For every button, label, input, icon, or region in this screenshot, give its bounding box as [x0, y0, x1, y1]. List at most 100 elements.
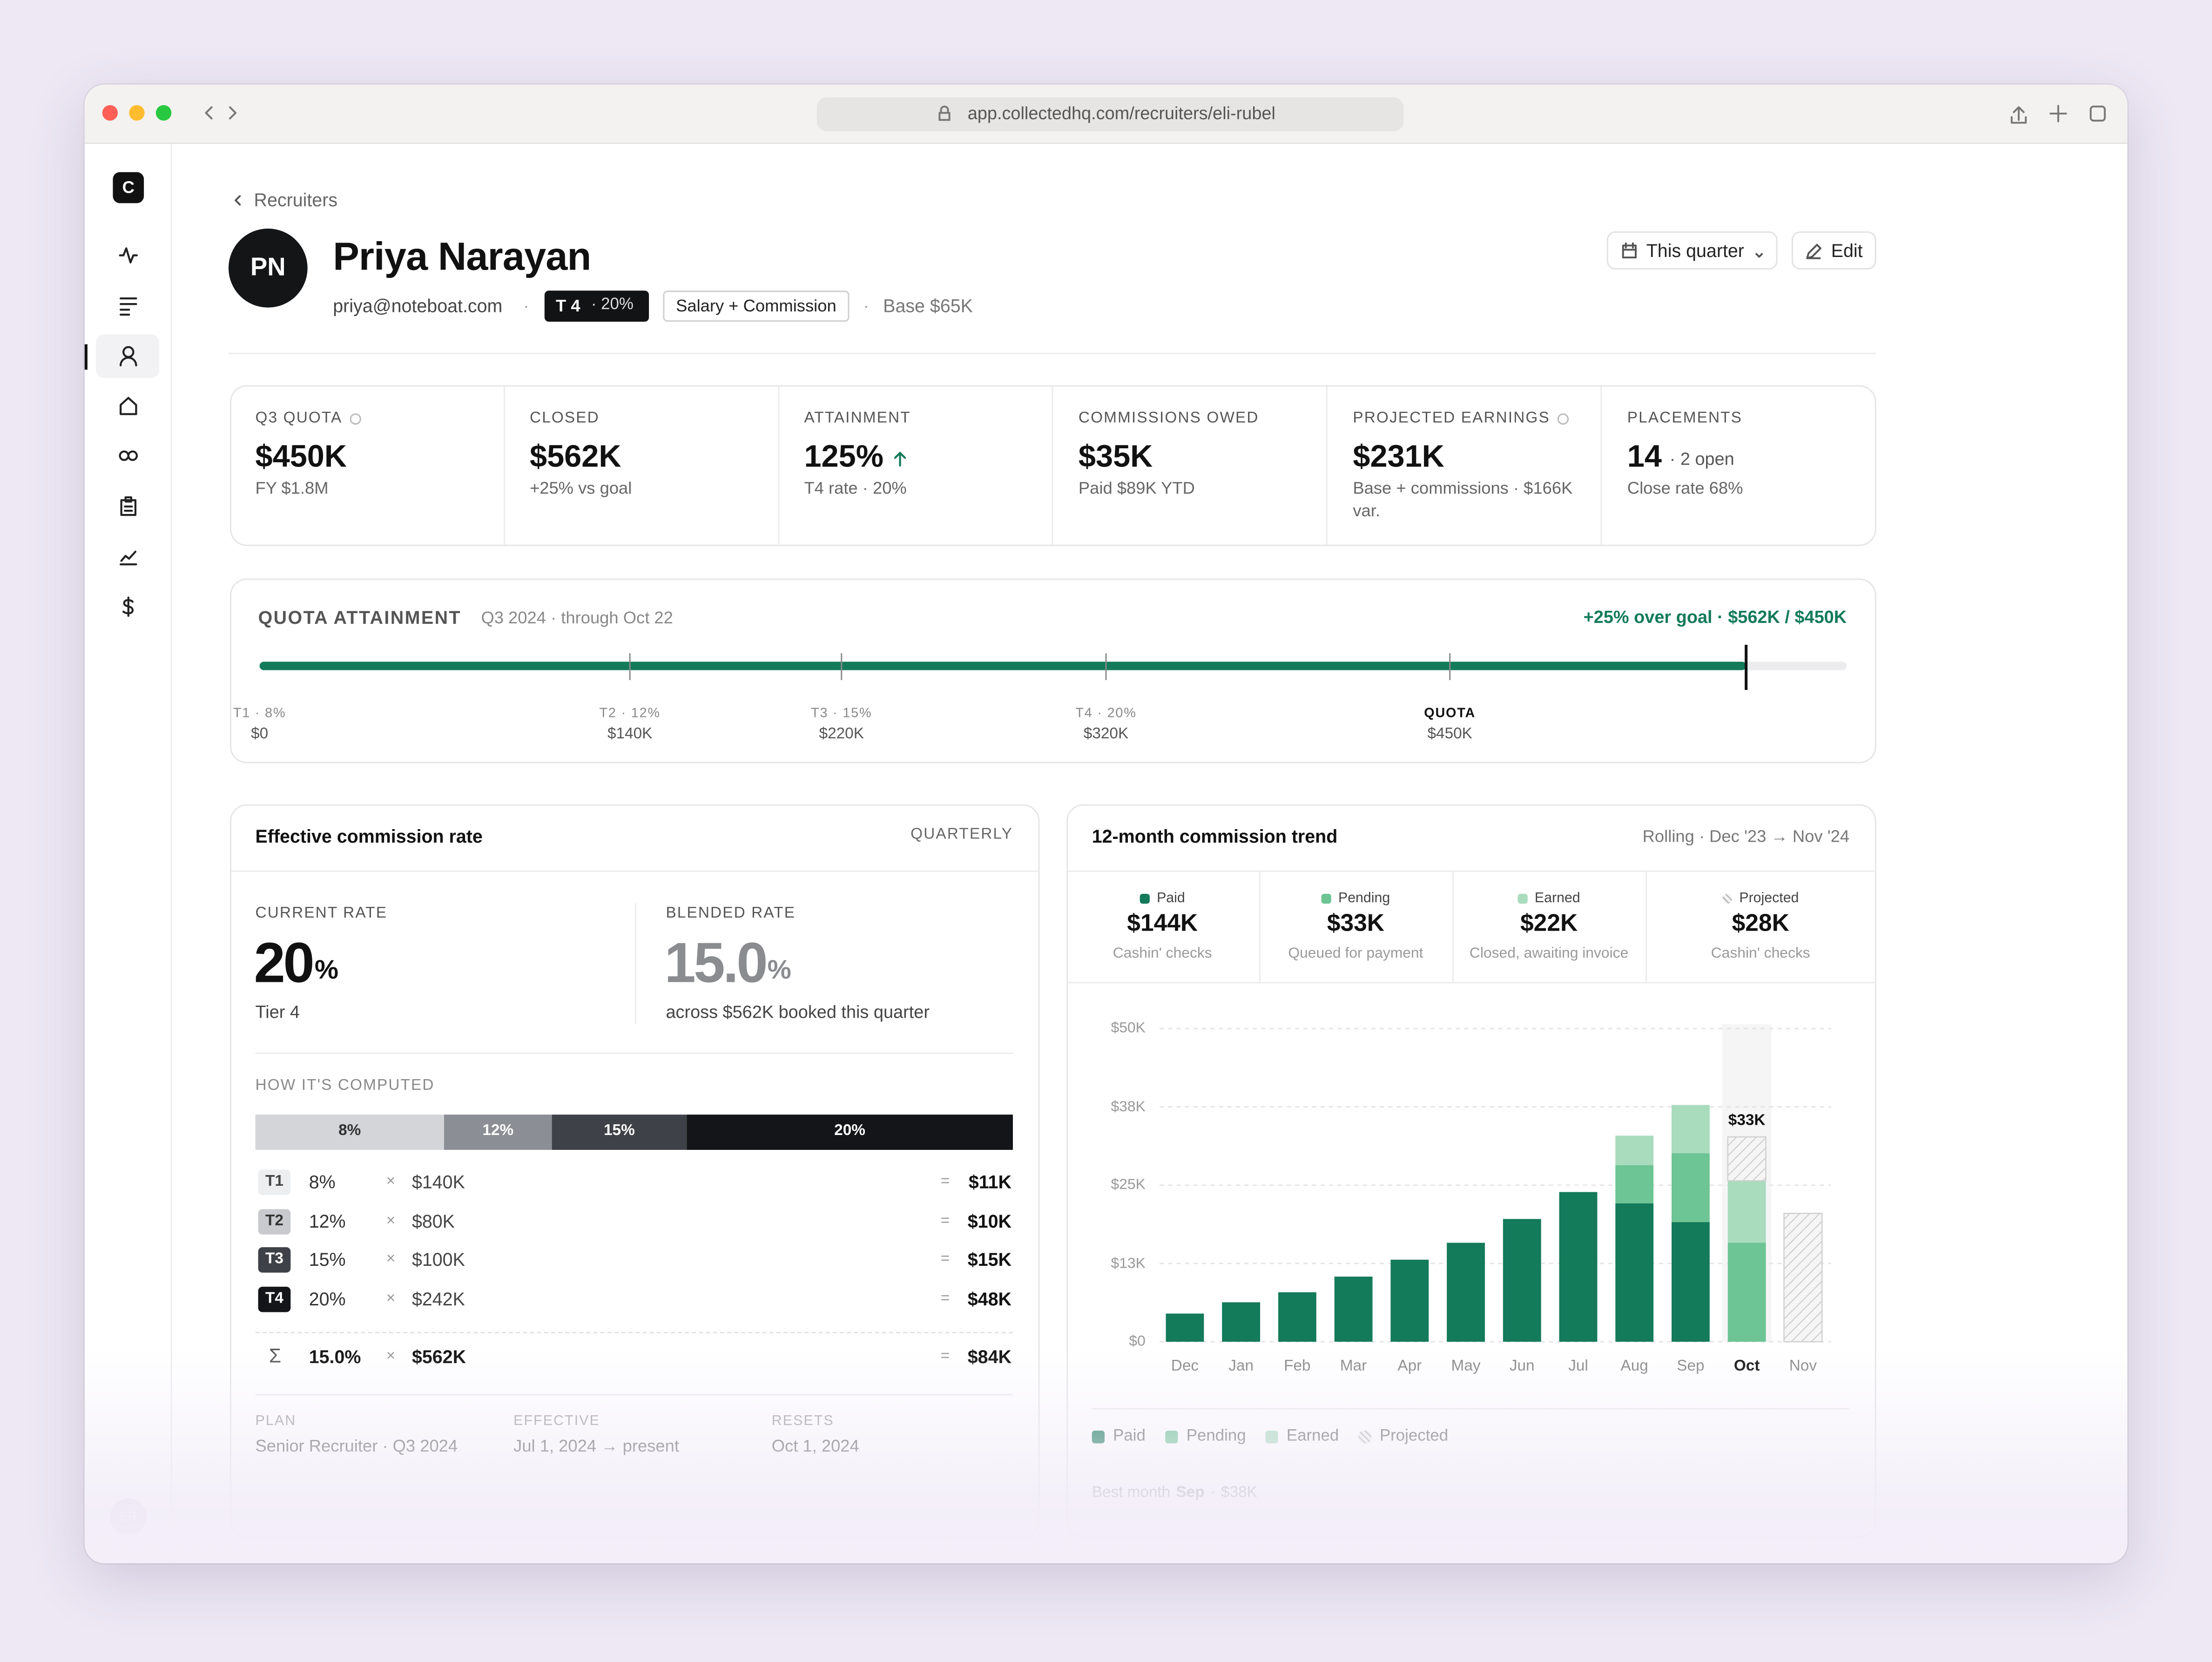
card-period: QUARTERLY	[910, 826, 1013, 843]
section-label: HOW IT'S COMPUTED	[255, 1077, 435, 1094]
bar-segment	[1559, 1192, 1598, 1342]
kpi-value: 14	[1627, 438, 1662, 474]
email: priya@noteboat.com	[333, 295, 503, 317]
bar-segment	[1334, 1277, 1373, 1342]
back[interactable]	[205, 106, 213, 120]
y-tick-label: $13K	[1111, 1254, 1146, 1272]
tabs[interactable]	[2090, 105, 2106, 122]
tier-badge	[544, 291, 649, 322]
chart-annotation: +25% over goal · $562K / $450K	[1583, 607, 1847, 628]
tier-badge	[258, 1209, 291, 1234]
trend-arrow	[894, 451, 906, 467]
zoom[interactable]	[155, 105, 172, 121]
tier: T 4	[556, 296, 580, 316]
profile-name: Priya Narayan	[333, 234, 591, 278]
tier-name: T1 · 8%	[233, 706, 286, 722]
new-tab[interactable]	[2050, 105, 2067, 122]
operator: ×	[386, 1251, 396, 1268]
chart-title: QUOTA ATTAINMENT	[258, 607, 461, 628]
label: Earned	[1534, 891, 1580, 907]
rate-label: CURRENT RATE	[255, 905, 388, 922]
label: Pending	[1338, 891, 1390, 907]
operator: =	[940, 1212, 950, 1229]
tier-amount: $80K	[411, 1210, 455, 1232]
bar-segment	[1727, 1181, 1766, 1243]
base-salary: Base $65K	[883, 295, 973, 317]
swatch	[1722, 893, 1733, 904]
logo-text: C	[122, 177, 135, 197]
progress-fill	[259, 662, 1747, 670]
separator: ·	[863, 296, 869, 316]
divider	[231, 870, 1039, 872]
nav-payouts[interactable]	[122, 596, 134, 617]
sidebar-icons	[119, 247, 138, 617]
kpi-sub: T4 rate · 20%	[804, 478, 907, 498]
url-bar[interactable]	[816, 97, 1404, 131]
summary-sub: Cashin' checks	[1711, 945, 1810, 962]
tier-commission: $10K	[967, 1210, 1012, 1232]
bar-annotation: $33K	[1728, 1112, 1766, 1129]
tier-rate: 15%	[309, 1249, 346, 1271]
bar-segment	[1727, 1243, 1766, 1342]
chart-subtitle: Q3 2024 · through Oct 22	[481, 608, 673, 628]
edit-label[interactable]: Edit	[1831, 240, 1863, 262]
divider	[634, 903, 636, 1025]
nav-people[interactable]	[119, 346, 137, 367]
tier-rate: 20%	[309, 1288, 346, 1310]
edit-button[interactable]	[1791, 231, 1876, 270]
close[interactable]	[102, 105, 118, 121]
nav-reports[interactable]	[119, 550, 137, 566]
nav-clipboard[interactable]	[120, 496, 137, 516]
kpi-sub: Base + commissions · $166K var.	[1353, 478, 1573, 521]
tier-name: T4 · 20%	[1075, 706, 1137, 722]
nav-home[interactable]	[119, 397, 137, 415]
nav-activity[interactable]	[119, 247, 138, 263]
summary-name: Paid	[1140, 891, 1185, 906]
bar-segment	[1615, 1135, 1654, 1165]
divider	[255, 1052, 1013, 1054]
card-title: 12-month commission trend	[1092, 825, 1338, 847]
kpi-value: $35K	[1078, 438, 1153, 474]
tier-code: T2	[265, 1212, 283, 1229]
traffic-lights	[102, 105, 172, 121]
plan: Salary + Commission	[676, 296, 836, 316]
period-button[interactable]	[1606, 231, 1778, 270]
bottom-fade	[84, 1347, 2128, 1563]
tier-commission: $48K	[967, 1288, 1012, 1310]
bar-segment	[1166, 1313, 1204, 1342]
segment-label: 12%	[482, 1122, 514, 1139]
bar-segment	[1672, 1105, 1710, 1154]
share[interactable]	[2010, 106, 2027, 124]
kpi-value: $450K	[255, 438, 347, 474]
bar-segment	[1222, 1302, 1261, 1342]
forward[interactable]	[229, 106, 237, 120]
tier-name: T3 · 15%	[811, 706, 872, 722]
breadcrumb[interactable]: Recruiters	[254, 189, 338, 211]
breakdown-segment	[444, 1115, 552, 1150]
tier-name: T2 · 12%	[599, 706, 661, 722]
bar-segment	[1503, 1219, 1541, 1342]
tier-rate: 12%	[309, 1210, 346, 1232]
summary-value: $33K	[1327, 910, 1385, 937]
tier-amount: $242K	[411, 1288, 465, 1310]
y-tick-label: $38K	[1111, 1098, 1146, 1115]
kpi-sub: Close rate 68%	[1627, 478, 1743, 498]
tier-code: T4	[265, 1290, 283, 1307]
operator: ×	[386, 1290, 396, 1307]
tick-label: $220K	[819, 725, 864, 743]
period-label[interactable]: This quarter	[1646, 240, 1744, 262]
summary-value: $22K	[1520, 910, 1578, 937]
logo[interactable]	[113, 172, 144, 203]
breakdown-segment	[552, 1115, 687, 1150]
swatch	[1140, 893, 1150, 904]
bar-segment	[1672, 1153, 1710, 1223]
kpi-value: $562K	[529, 438, 621, 474]
ui-icons	[235, 195, 1821, 259]
lock-icon	[938, 105, 951, 121]
nav-list[interactable]	[119, 297, 137, 316]
nav-links[interactable]	[119, 450, 138, 461]
tier-rate: · 20%	[591, 296, 634, 314]
summary-sub: Queued for payment	[1288, 945, 1423, 962]
minimize[interactable]	[129, 105, 145, 121]
kpi-value: $231K	[1353, 438, 1444, 474]
